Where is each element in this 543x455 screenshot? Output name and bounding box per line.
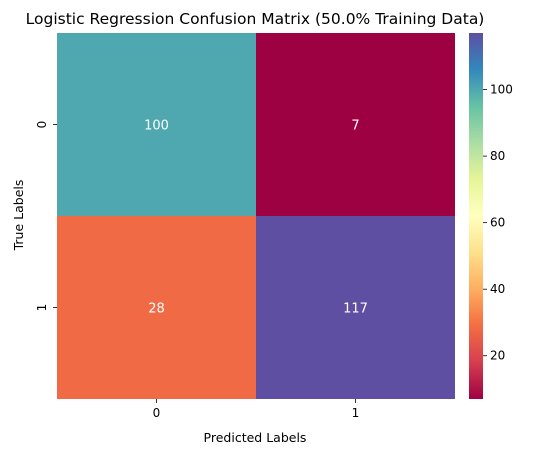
x-tick-label-1: 1 <box>352 406 360 420</box>
heatmap-cell-0-0 <box>57 33 256 216</box>
heatmap-cell-1-1 <box>256 216 455 399</box>
y-axis: 01 <box>35 121 57 312</box>
y-axis-label: True Labels <box>11 180 26 252</box>
heatmap-cell-1-0 <box>57 216 256 399</box>
x-axis-label: Predicted Labels <box>204 430 307 445</box>
cell-value-1-0: 28 <box>148 302 165 317</box>
cell-value-0-0: 100 <box>144 119 169 134</box>
colorbar-axis: 20 40 60 80 100 <box>483 83 513 363</box>
y-tick-label-1: 1 <box>35 304 49 312</box>
colorbar <box>469 33 483 399</box>
colorbar-tick-label-4: 100 <box>490 83 513 97</box>
y-tick-label-0: 0 <box>35 121 49 129</box>
colorbar-tick-label-0: 20 <box>490 349 505 363</box>
heatmap-cell-0-1 <box>256 33 455 216</box>
colorbar-tick-label-2: 60 <box>490 216 505 230</box>
cell-value-0-1: 7 <box>351 119 359 134</box>
chart-title: Logistic Regression Confusion Matrix (50… <box>26 10 485 28</box>
x-tick-label-0: 0 <box>153 406 161 420</box>
colorbar-tick-label-3: 80 <box>490 149 505 163</box>
heatmap-cells: 100 7 28 117 <box>57 33 455 399</box>
cell-value-1-1: 117 <box>343 302 368 317</box>
colorbar-tick-label-1: 40 <box>490 282 505 296</box>
